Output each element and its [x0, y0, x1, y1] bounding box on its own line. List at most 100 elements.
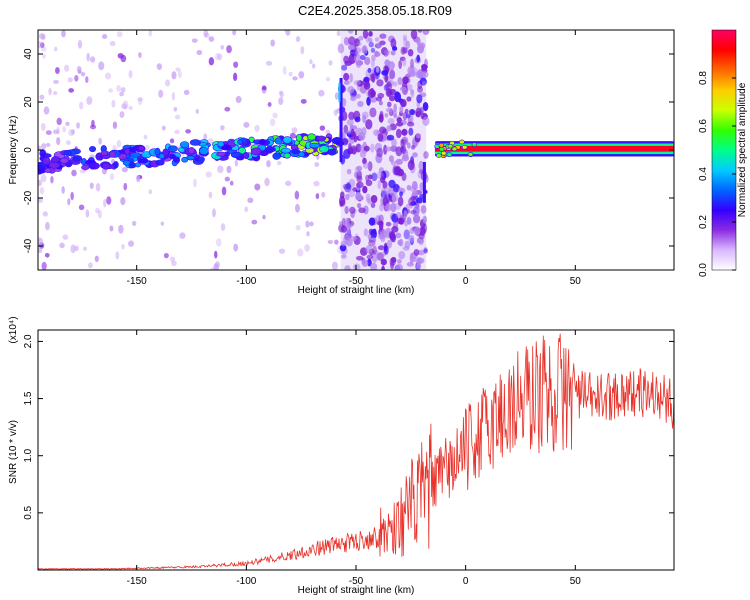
broadband-noise-blob	[340, 225, 348, 233]
broadband-noise-blob	[423, 246, 429, 255]
noise-speckle	[38, 197, 43, 203]
noise-speckle	[50, 176, 54, 184]
broadband-noise-blob	[412, 190, 418, 197]
broadband-noise-blob	[347, 85, 355, 94]
noise-speckle	[298, 71, 305, 79]
broadband-noise-blob	[399, 98, 407, 107]
noise-speckle	[76, 122, 81, 129]
broadband-noise-blob	[379, 33, 387, 39]
noise-speckle	[80, 72, 86, 77]
noise-speckle	[164, 79, 171, 87]
noise-speckle	[319, 125, 326, 131]
broadband-noise-blob	[399, 86, 407, 92]
noise-speckle	[321, 191, 326, 198]
noise-speckle	[119, 91, 125, 97]
noise-speckle	[41, 34, 46, 40]
broadband-noise-blob	[377, 133, 384, 142]
drifting-signal-blob	[181, 156, 189, 163]
drifting-signal-blob	[42, 156, 51, 166]
broadband-noise-blob	[376, 147, 384, 158]
noise-speckle	[53, 79, 59, 85]
stable-line-onset-blob	[438, 146, 445, 152]
noise-speckle	[148, 30, 153, 37]
broadband-noise-blob	[375, 71, 379, 80]
broadband-noise-blob	[368, 217, 376, 226]
drifting-signal-blob	[283, 152, 291, 159]
broadband-noise-blob	[381, 69, 389, 76]
broadband-noise-blob	[386, 101, 392, 108]
broadband-noise-blob	[402, 47, 408, 54]
drifting-signal-blob	[162, 148, 169, 156]
broadband-noise-blob	[378, 214, 384, 223]
noise-speckle	[104, 72, 112, 80]
drifting-signal-blob	[282, 136, 293, 144]
noise-speckle	[156, 63, 163, 70]
noise-speckle	[74, 74, 79, 82]
noise-speckle	[71, 169, 77, 177]
broadband-noise-blob	[348, 44, 355, 51]
snr-multiplier-label: (x10⁴)	[8, 316, 19, 343]
broadband-noise-blob	[380, 258, 387, 266]
noise-speckle	[56, 117, 62, 126]
noise-speckle	[67, 77, 73, 83]
broadband-noise-blob	[348, 111, 355, 121]
broadband-noise-blob	[365, 193, 371, 201]
drifting-signal-blob	[309, 142, 321, 149]
drifting-signal-blob	[230, 151, 243, 159]
broadband-noise-blob	[341, 64, 348, 71]
broadband-noise-blob	[416, 69, 423, 79]
drifting-signal-blob	[124, 147, 131, 155]
y-tick-label: 0	[23, 147, 34, 153]
noise-speckle	[306, 231, 310, 237]
broadband-noise-blob	[347, 30, 354, 34]
broadband-noise-blob	[422, 215, 428, 224]
broadband-noise-blob	[367, 234, 372, 240]
noise-speckle	[94, 255, 99, 263]
drifting-signal-blob	[137, 158, 149, 164]
noise-speckle	[45, 221, 50, 231]
broadband-noise-blob	[415, 107, 422, 117]
drifting-signal-blob	[189, 139, 201, 146]
noise-speckle	[226, 45, 232, 54]
noise-speckle	[90, 56, 96, 63]
broadband-noise-blob	[397, 196, 404, 207]
noise-speckle	[174, 129, 180, 135]
broadband-noise-blob	[371, 172, 378, 182]
broadband-noise-blob	[353, 263, 361, 270]
chart-title: C2E4.2025.358.05.18.R09	[298, 3, 452, 18]
noise-speckle	[64, 64, 70, 72]
broadband-noise-blob	[355, 127, 363, 136]
broadband-noise-blob	[386, 239, 393, 249]
broadband-noise-blob	[345, 182, 351, 190]
noise-speckle	[59, 242, 65, 249]
noise-speckle	[285, 30, 291, 36]
broadband-noise-blob	[387, 118, 395, 125]
noise-speckle	[38, 237, 43, 246]
noise-speckle	[52, 129, 60, 135]
broadband-noise-blob	[371, 252, 378, 263]
noise-speckle	[183, 89, 190, 95]
noise-speckle	[85, 209, 90, 218]
drifting-signal-blob	[48, 161, 61, 169]
broadband-noise-blob	[363, 145, 370, 152]
noise-speckle	[203, 133, 207, 141]
broadband-noise-blob	[386, 125, 392, 132]
broadband-noise-blob	[371, 59, 375, 69]
broadband-noise-blob	[385, 82, 393, 91]
broadband-noise-blob	[365, 245, 373, 254]
noise-speckle	[173, 106, 178, 112]
spectrogram-y-ticks: -40 -20 0 20 40	[23, 48, 674, 253]
broadband-noise-blob	[363, 76, 370, 83]
noise-speckle	[226, 165, 232, 174]
broadband-noise-blob	[345, 193, 350, 201]
broadband-noise-blob	[384, 73, 389, 83]
stable-line-onset-blob	[447, 143, 454, 149]
broadband-noise-blob	[367, 200, 373, 205]
x-tick-label: -100	[236, 576, 256, 587]
broadband-noise-blob	[385, 88, 393, 98]
noise-speckle	[115, 251, 120, 260]
broadband-noise-blob	[409, 227, 415, 235]
noise-speckle	[174, 114, 181, 120]
drifting-signal-blob	[138, 145, 145, 151]
broadband-noise-blob	[413, 226, 421, 236]
